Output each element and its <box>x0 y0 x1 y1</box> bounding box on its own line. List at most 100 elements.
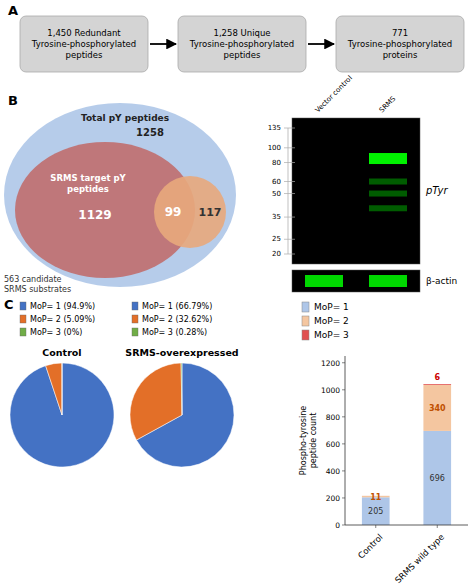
bar-chart: MoP= 1MoP= 2MoP= 32051169634060200400600… <box>299 302 469 585</box>
actin-band <box>369 275 407 287</box>
legend-entry: MoP= 2 (32.62%) <box>142 315 212 324</box>
label-line: MoP= 3 (0%) <box>30 328 82 337</box>
label-line: Total pY peptides <box>81 113 169 123</box>
label-line: SRMS target pY <box>50 173 126 183</box>
marker-tick <box>284 181 295 182</box>
y-tick <box>342 416 345 417</box>
data-label: 11 <box>370 492 382 501</box>
flow-box <box>336 16 464 72</box>
label-line: 25 <box>272 235 281 243</box>
legend-swatch <box>302 302 309 312</box>
pie-slice <box>130 363 182 440</box>
legend-swatch <box>302 330 309 340</box>
flow-box <box>178 16 306 72</box>
label-line: peptides <box>66 50 103 60</box>
label-line: 0 <box>335 521 340 530</box>
y-tick-label: 200 <box>326 493 341 502</box>
label-line: 1,258 Unique <box>213 28 270 38</box>
marker-label: 100 <box>268 144 281 152</box>
actin-membrane <box>292 270 420 292</box>
bar-segment <box>362 497 390 525</box>
y-axis <box>345 356 346 525</box>
panel-label: A <box>8 3 18 18</box>
legend-entry: MoP= 1 <box>314 302 349 312</box>
label-line: 80 <box>272 159 281 167</box>
venn-number: 117 <box>199 206 222 219</box>
marker-label: 35 <box>272 213 281 221</box>
label-line: A <box>8 3 18 18</box>
venn-number: 1129 <box>78 208 111 222</box>
label-line: 800 <box>326 412 341 421</box>
label-line: 6 <box>434 373 440 382</box>
data-label: 340 <box>429 403 446 412</box>
label-line: Tyrosine-phosphorylated <box>347 39 452 49</box>
legend-swatch <box>20 328 26 336</box>
pie-slice <box>46 363 62 415</box>
legend-swatch <box>132 315 138 323</box>
venn-label: Total pY peptides <box>81 113 169 123</box>
label-line: C <box>4 297 14 312</box>
pie-title: Control <box>42 347 81 358</box>
marker-label: 135 <box>268 124 281 132</box>
label-line: peptides <box>67 184 109 194</box>
label-line: 1200 <box>321 358 340 367</box>
legend-entry: MoP= 1 (66.79%) <box>142 302 212 311</box>
marker-tick <box>284 147 295 148</box>
label-line: Tyrosine-phosphorylated <box>189 39 294 49</box>
legend-entry: MoP= 3 (0%) <box>30 328 82 337</box>
marker-axis <box>288 128 289 254</box>
blot: Vector controlSRMS135100806050352520pTyr… <box>268 74 458 292</box>
ptyr-band <box>369 153 407 164</box>
legend-entry: MoP= 3 <box>314 330 349 340</box>
marker-label: 25 <box>272 235 281 243</box>
x-tick <box>437 525 438 528</box>
label-line: 35 <box>272 213 281 221</box>
label-line: MoP= 3 (0.28%) <box>142 328 207 337</box>
marker-tick <box>284 128 295 129</box>
y-tick-label: 800 <box>326 412 341 421</box>
marker-tick <box>284 162 295 163</box>
label-line: proteins <box>383 50 418 60</box>
label-line: B <box>8 93 18 108</box>
label-line: MoP= 2 (5.09%) <box>30 315 95 324</box>
label-line: 60 <box>272 178 281 186</box>
y-tick <box>342 443 345 444</box>
blot-membrane <box>292 118 420 264</box>
label-line: 1,450 Redundant <box>47 28 121 38</box>
label-line: Tyrosine-phosphorylated <box>31 39 136 49</box>
venn-right <box>154 176 226 248</box>
label-line: 771 <box>392 28 408 38</box>
legend-swatch <box>132 302 138 310</box>
flow-arrow <box>150 43 176 45</box>
label-line: 1000 <box>321 385 340 394</box>
label-line: MoP= 2 (32.62%) <box>142 315 212 324</box>
marker-tick <box>284 239 295 240</box>
blot-label: pTyr <box>425 185 449 196</box>
bar-segment <box>423 431 451 525</box>
label-line: 50 <box>272 190 281 198</box>
pie-chart: MoP= 1 (66.79%) MoP= 2 (32.62%) MoP= 3 (0.… <box>125 302 238 468</box>
label-line: 100 <box>268 144 281 152</box>
venn-side-label: 563 candidateSRMS substrates <box>4 275 71 294</box>
marker-label: 60 <box>272 178 281 186</box>
y-tick <box>342 389 345 390</box>
label-line: 1258 <box>136 127 164 138</box>
venn-number: 1258 <box>136 127 164 138</box>
bar-labels: 205116963406 <box>368 373 446 516</box>
label-line: MoP= 3 <box>314 330 349 340</box>
label-line: Control <box>42 347 81 358</box>
venn-outer <box>4 103 236 287</box>
pie-slice <box>61 363 62 415</box>
flow-arrow <box>308 43 334 45</box>
ptyr-band <box>369 205 407 211</box>
flowchart: A1,450 RedundantTyrosine-phosphorylatedp… <box>8 3 464 73</box>
flow-box <box>20 16 148 72</box>
label-line: peptide count <box>309 413 318 469</box>
panel-label: B <box>8 93 18 108</box>
legend-swatch <box>20 315 26 323</box>
label-line: MoP= 1 (94.9%) <box>30 302 95 311</box>
y-label-group: Phospho-tyrosinepeptide count <box>299 406 318 475</box>
actin-band <box>305 275 343 287</box>
label-line: SRMS-overexpressed <box>125 347 238 358</box>
x-tick-label: Control <box>356 532 385 561</box>
